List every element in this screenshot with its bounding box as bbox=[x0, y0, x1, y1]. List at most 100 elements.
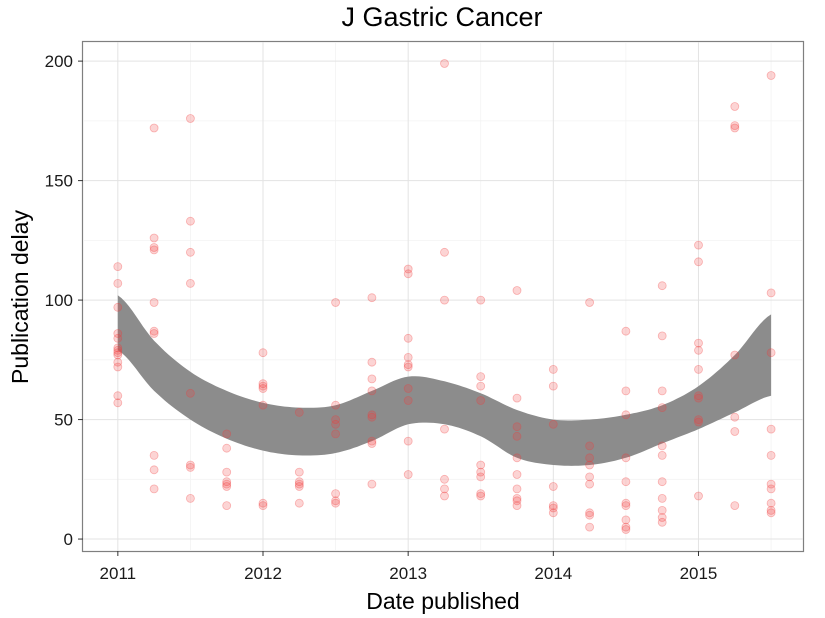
data-point bbox=[403, 384, 413, 393]
data-point bbox=[258, 348, 268, 358]
data-point bbox=[403, 352, 413, 362]
data-point bbox=[766, 71, 776, 80]
data-point bbox=[585, 453, 594, 463]
data-point bbox=[730, 412, 740, 422]
data-point bbox=[548, 381, 558, 391]
data-point bbox=[403, 362, 413, 372]
data-point bbox=[512, 422, 522, 432]
x-tick-label: 2011 bbox=[100, 564, 137, 583]
data-point bbox=[149, 245, 159, 255]
data-point bbox=[294, 498, 304, 508]
data-point bbox=[222, 429, 232, 439]
data-point bbox=[694, 338, 703, 348]
data-point bbox=[113, 329, 123, 338]
data-point bbox=[694, 240, 703, 250]
data-point bbox=[403, 269, 413, 279]
data-point bbox=[185, 388, 195, 398]
data-point bbox=[149, 329, 159, 338]
data-point bbox=[476, 472, 486, 482]
data-point bbox=[294, 467, 304, 477]
data-point bbox=[585, 298, 594, 307]
data-point bbox=[294, 477, 304, 487]
data-point bbox=[258, 384, 268, 393]
data-point bbox=[113, 391, 123, 401]
data-point bbox=[694, 417, 703, 427]
data-point bbox=[476, 467, 486, 477]
data-point bbox=[512, 393, 522, 403]
data-point bbox=[149, 298, 159, 307]
data-point bbox=[694, 257, 703, 267]
data-point bbox=[694, 415, 703, 425]
data-point bbox=[476, 460, 486, 470]
data-point bbox=[113, 362, 123, 372]
data-point bbox=[766, 505, 776, 515]
data-point bbox=[766, 484, 776, 494]
data-point bbox=[766, 479, 776, 489]
data-point bbox=[331, 298, 341, 307]
data-point bbox=[222, 482, 232, 491]
data-point bbox=[512, 431, 522, 441]
data-point bbox=[621, 515, 631, 525]
data-point bbox=[149, 484, 159, 494]
data-point bbox=[222, 477, 232, 487]
x-axis-title: Date published bbox=[366, 588, 519, 614]
data-point bbox=[294, 482, 304, 491]
data-point bbox=[367, 374, 377, 384]
data-point bbox=[331, 429, 341, 439]
x-tick-label: 2012 bbox=[244, 564, 282, 583]
data-point bbox=[113, 345, 123, 355]
data-point bbox=[694, 491, 703, 501]
data-point bbox=[621, 498, 631, 508]
data-point bbox=[222, 479, 232, 489]
data-point bbox=[730, 102, 740, 111]
data-point bbox=[766, 508, 776, 518]
data-point bbox=[476, 396, 486, 405]
data-point bbox=[331, 489, 341, 499]
data-point bbox=[403, 333, 413, 343]
data-point bbox=[657, 513, 667, 522]
data-point bbox=[585, 508, 594, 518]
data-point bbox=[766, 498, 776, 508]
data-point bbox=[113, 262, 123, 272]
data-point bbox=[258, 379, 268, 389]
smooth-confidence-band bbox=[117, 295, 772, 466]
data-point bbox=[766, 288, 776, 298]
data-point bbox=[548, 503, 558, 513]
data-point bbox=[440, 247, 449, 257]
data-point bbox=[440, 484, 449, 494]
data-point bbox=[113, 278, 123, 288]
data-point bbox=[440, 59, 449, 68]
data-point bbox=[331, 419, 341, 429]
data-point bbox=[621, 386, 631, 396]
data-point bbox=[621, 522, 631, 532]
data-point bbox=[367, 410, 377, 420]
y-tick-label: 150 bbox=[45, 172, 73, 191]
data-point bbox=[149, 450, 159, 460]
data-point bbox=[367, 293, 377, 303]
data-point bbox=[113, 357, 123, 367]
data-point bbox=[403, 436, 413, 446]
data-point bbox=[512, 470, 522, 479]
data-point bbox=[149, 233, 159, 243]
data-point bbox=[730, 121, 740, 130]
data-point bbox=[585, 522, 594, 532]
data-point bbox=[113, 398, 123, 408]
data-point bbox=[548, 501, 558, 511]
data-point bbox=[331, 498, 341, 508]
data-point bbox=[512, 453, 522, 463]
data-point bbox=[694, 345, 703, 355]
data-point bbox=[730, 350, 740, 360]
y-tick-label: 100 bbox=[45, 291, 73, 310]
data-point bbox=[657, 477, 667, 487]
data-point bbox=[548, 364, 558, 374]
plot-panel bbox=[81, 40, 805, 553]
data-point bbox=[694, 393, 703, 403]
data-point bbox=[403, 470, 413, 479]
data-point bbox=[113, 348, 123, 358]
data-point bbox=[185, 216, 195, 226]
x-tick-label: 2014 bbox=[534, 564, 572, 583]
data-point bbox=[512, 286, 522, 295]
data-point bbox=[331, 415, 341, 425]
data-point bbox=[476, 295, 486, 305]
